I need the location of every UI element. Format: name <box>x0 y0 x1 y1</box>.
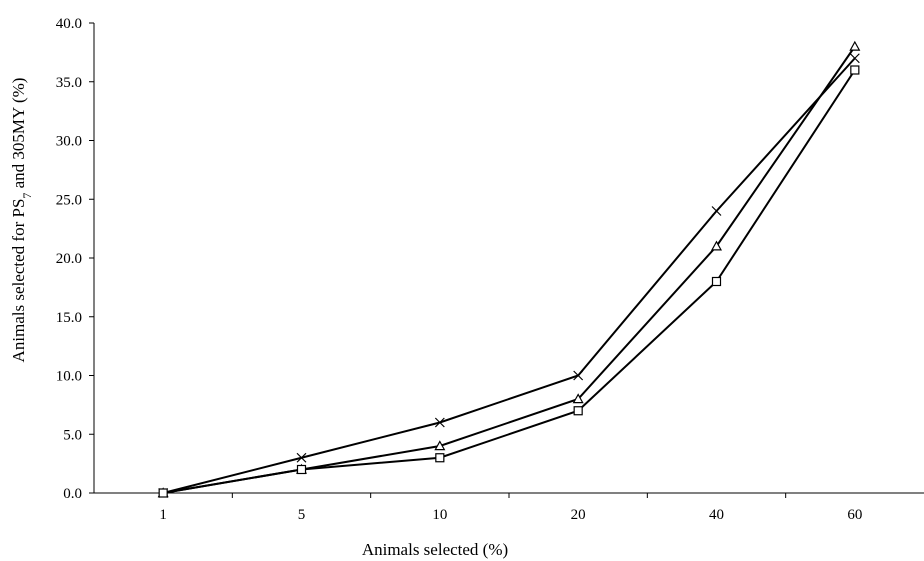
series-square <box>158 65 860 498</box>
y-axis-title: Animals selected for PS7 and 305MY (%) <box>9 78 34 363</box>
data-point-triangle <box>434 440 446 451</box>
x-tick-label: 20 <box>571 507 586 523</box>
x-axis-ticks: 1 5 10 20 40 60 <box>159 493 862 523</box>
data-point-triangle <box>572 393 584 404</box>
series-line <box>162 45 856 494</box>
data-point-square <box>711 276 722 287</box>
x-tick-label: 40 <box>709 507 724 523</box>
series-x <box>158 53 860 498</box>
y-axis-title-main: Animals selected for PS <box>9 199 28 363</box>
series-line <box>162 57 856 494</box>
series-line <box>162 69 856 494</box>
y-tick-label: 15.0 <box>56 310 82 326</box>
data-point-square <box>435 453 445 463</box>
data-point-square <box>573 406 583 416</box>
y-tick-label: 30.0 <box>56 134 82 150</box>
data-point-x <box>711 206 722 216</box>
data-point-x <box>849 53 860 64</box>
y-tick-label: 25.0 <box>56 192 82 208</box>
data-point-triangle <box>849 40 861 51</box>
y-tick-label: 35.0 <box>56 75 82 91</box>
data-point-square <box>158 488 168 498</box>
y-axis-ticks: 0.0 5.0 10.0 15.0 20.0 25.0 30.0 35.0 40.0 <box>56 16 94 502</box>
x-tick-label: 1 <box>159 507 167 523</box>
series-layer <box>157 40 861 498</box>
x-tick-label: 60 <box>847 507 862 523</box>
y-tick-label: 10.0 <box>56 369 82 385</box>
data-point-x <box>434 417 445 428</box>
data-point-x <box>573 370 584 381</box>
y-axis-title-rest: and 305MY (%) <box>9 78 28 193</box>
data-point-x <box>296 452 307 463</box>
y-axis-title-subscript: 7 <box>20 193 34 199</box>
data-point-square <box>296 464 307 475</box>
x-axis-title: Animals selected (%) <box>362 540 508 559</box>
y-tick-label: 20.0 <box>56 251 82 267</box>
y-tick-label: 40.0 <box>56 16 82 32</box>
x-tick-label: 5 <box>298 507 306 523</box>
data-point-square <box>850 65 860 75</box>
y-tick-label: 0.0 <box>63 486 82 502</box>
y-tick-label: 5.0 <box>63 427 82 443</box>
data-point-triangle <box>710 240 723 251</box>
series-triangle <box>157 40 861 498</box>
x-tick-label: 10 <box>432 507 447 523</box>
